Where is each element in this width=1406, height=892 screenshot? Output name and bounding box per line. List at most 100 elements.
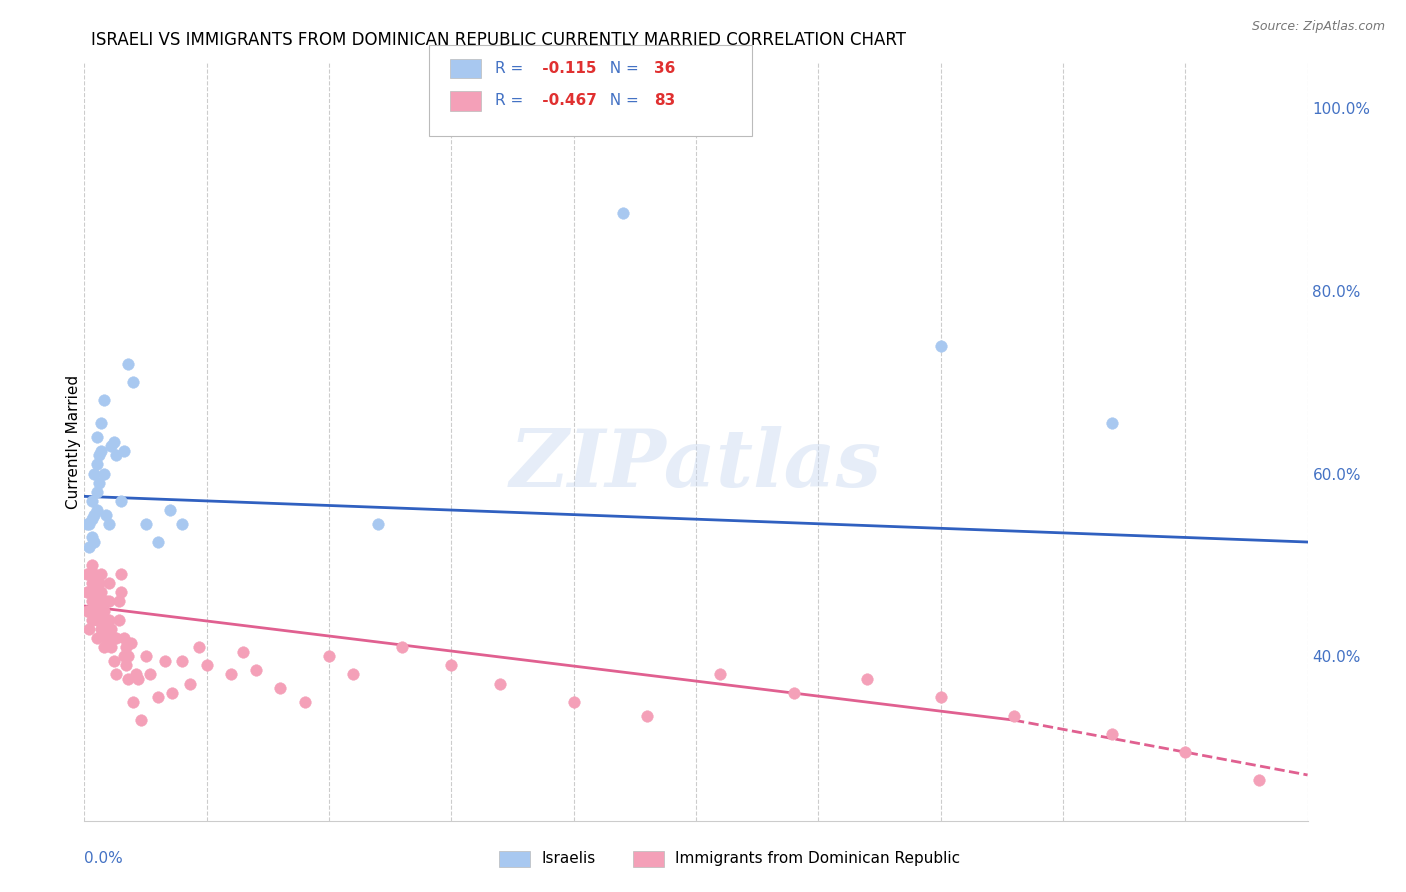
Point bbox=[122, 695, 145, 709]
Point bbox=[103, 434, 125, 449]
Point bbox=[90, 443, 112, 458]
Point bbox=[87, 448, 110, 462]
Point bbox=[93, 640, 115, 654]
Point bbox=[929, 338, 952, 352]
Point bbox=[269, 681, 291, 696]
Point bbox=[77, 603, 100, 617]
Point bbox=[87, 475, 110, 490]
Point bbox=[125, 667, 148, 681]
Point bbox=[103, 654, 125, 668]
Point bbox=[77, 622, 100, 636]
Point bbox=[107, 613, 129, 627]
Point bbox=[135, 649, 157, 664]
Point bbox=[87, 613, 110, 627]
Y-axis label: Currently Married: Currently Married bbox=[66, 375, 80, 508]
Text: -0.467: -0.467 bbox=[537, 94, 598, 108]
Point bbox=[86, 503, 108, 517]
Point bbox=[86, 631, 108, 645]
Point bbox=[1247, 772, 1270, 787]
Point bbox=[110, 585, 132, 599]
Point bbox=[86, 430, 108, 444]
Point bbox=[90, 603, 112, 617]
Point bbox=[1101, 417, 1123, 431]
Point bbox=[105, 631, 128, 645]
Point bbox=[110, 566, 132, 581]
Point bbox=[440, 658, 463, 673]
Point bbox=[77, 540, 100, 554]
Point bbox=[612, 206, 634, 220]
Point bbox=[76, 566, 98, 581]
Point bbox=[80, 531, 103, 545]
Point bbox=[115, 640, 138, 654]
Point bbox=[97, 516, 120, 531]
Point bbox=[80, 512, 103, 526]
Point bbox=[709, 667, 731, 681]
Point bbox=[83, 508, 105, 522]
Point bbox=[112, 649, 135, 664]
Point bbox=[112, 443, 135, 458]
Point bbox=[105, 448, 128, 462]
Point bbox=[146, 535, 169, 549]
Point bbox=[179, 676, 201, 690]
Point bbox=[135, 516, 157, 531]
Point bbox=[80, 576, 103, 591]
Point bbox=[139, 667, 162, 681]
Point bbox=[159, 503, 181, 517]
Point bbox=[80, 558, 103, 572]
Point bbox=[87, 576, 110, 591]
Point bbox=[80, 613, 103, 627]
Point bbox=[636, 708, 658, 723]
Point bbox=[107, 594, 129, 608]
Point bbox=[318, 649, 340, 664]
Point bbox=[86, 576, 108, 591]
Point bbox=[188, 640, 211, 654]
Point bbox=[100, 640, 122, 654]
Point bbox=[122, 375, 145, 389]
Point bbox=[929, 690, 952, 705]
Point bbox=[76, 603, 98, 617]
Point bbox=[83, 535, 105, 549]
Point bbox=[90, 417, 112, 431]
Point bbox=[100, 622, 122, 636]
Point bbox=[489, 676, 512, 690]
Text: R =: R = bbox=[495, 94, 529, 108]
Text: Immigrants from Dominican Republic: Immigrants from Dominican Republic bbox=[675, 852, 960, 866]
Text: N =: N = bbox=[600, 94, 644, 108]
Point bbox=[96, 508, 118, 522]
Point bbox=[77, 585, 100, 599]
Point bbox=[90, 566, 112, 581]
Text: 0.0%: 0.0% bbox=[84, 851, 124, 866]
Point bbox=[103, 631, 125, 645]
Point bbox=[86, 613, 108, 627]
Point bbox=[97, 594, 120, 608]
Point bbox=[117, 357, 139, 371]
Point bbox=[172, 516, 194, 531]
Point bbox=[100, 439, 122, 453]
Point bbox=[80, 494, 103, 508]
Point bbox=[391, 640, 413, 654]
Point bbox=[294, 695, 316, 709]
Point bbox=[76, 585, 98, 599]
Point bbox=[219, 667, 242, 681]
Point bbox=[856, 672, 879, 686]
Point bbox=[1002, 708, 1025, 723]
Point bbox=[86, 458, 108, 472]
Point bbox=[110, 494, 132, 508]
Text: -0.115: -0.115 bbox=[537, 62, 596, 76]
Text: 83: 83 bbox=[654, 94, 675, 108]
Point bbox=[115, 658, 138, 673]
Text: N =: N = bbox=[600, 62, 644, 76]
Text: ISRAELI VS IMMIGRANTS FROM DOMINICAN REPUBLIC CURRENTLY MARRIED CORRELATION CHAR: ISRAELI VS IMMIGRANTS FROM DOMINICAN REP… bbox=[91, 31, 907, 49]
Point bbox=[245, 663, 267, 677]
Point bbox=[96, 594, 118, 608]
Point bbox=[120, 635, 142, 649]
Point bbox=[367, 516, 389, 531]
Text: ZIPatlas: ZIPatlas bbox=[510, 425, 882, 503]
Point bbox=[80, 594, 103, 608]
Point bbox=[783, 686, 806, 700]
Point bbox=[1174, 745, 1197, 759]
Point bbox=[162, 686, 184, 700]
Point bbox=[342, 667, 364, 681]
Point bbox=[146, 690, 169, 705]
Point bbox=[117, 672, 139, 686]
